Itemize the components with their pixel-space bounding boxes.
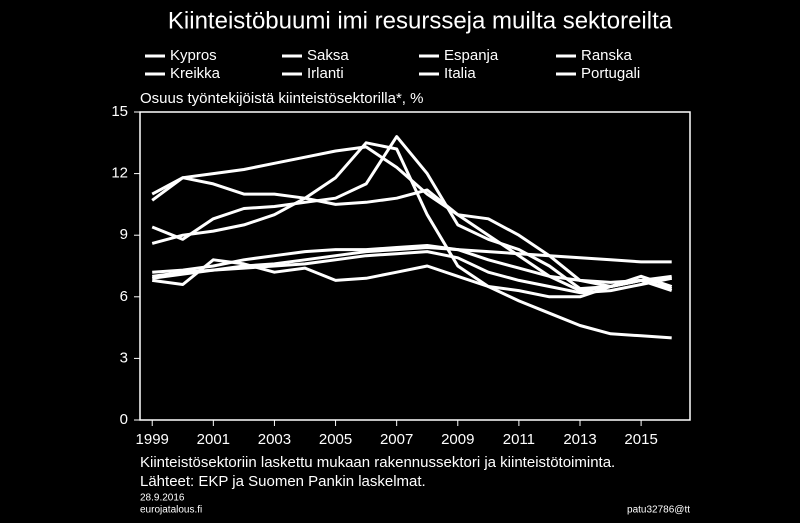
series-line xyxy=(151,145,672,288)
y-tick-label: 0 xyxy=(120,411,128,428)
legend-label: Italia xyxy=(444,65,476,82)
legend-label: Portugali xyxy=(581,65,640,82)
x-tick-label: 1999 xyxy=(136,431,169,448)
note: Kiinteistösektoriin laskettu mukaan rake… xyxy=(140,454,615,471)
note: Lähteet: EKP ja Suomen Pankin laskelmat. xyxy=(140,473,426,490)
series-line xyxy=(152,250,672,295)
date: 28.9.2016 xyxy=(140,493,185,504)
chart-title: Kiinteistöbuumi imi resursseja muilta se… xyxy=(168,7,673,34)
legend-label: Ranska xyxy=(581,47,633,64)
series-line xyxy=(152,258,673,299)
x-tick-label: 2015 xyxy=(624,431,657,448)
x-tick-label: 2009 xyxy=(441,431,474,448)
source: eurojatalous.fi xyxy=(140,505,202,516)
x-tick-label: 2003 xyxy=(258,431,291,448)
legend-label: Espanja xyxy=(444,47,499,64)
y-tick-label: 12 xyxy=(111,165,128,182)
legend-label: Kreikka xyxy=(170,65,221,82)
x-tick-label: 2007 xyxy=(380,431,413,448)
x-tick-label: 2011 xyxy=(503,431,535,448)
series-line xyxy=(151,176,673,293)
x-tick-label: 2001 xyxy=(197,431,230,448)
credit: patu32786@tt xyxy=(627,505,690,516)
x-tick-label: 2013 xyxy=(563,431,596,448)
series-line xyxy=(152,244,672,284)
legend-label: Irlanti xyxy=(307,65,344,82)
plot-frame xyxy=(139,111,691,421)
y-tick-label: 15 xyxy=(111,103,128,120)
legend-label: Kypros xyxy=(170,47,217,64)
y-tick-label: 3 xyxy=(120,349,128,366)
x-tick-label: 2005 xyxy=(319,431,352,448)
series-line xyxy=(151,135,673,291)
y-tick-label: 6 xyxy=(120,288,128,305)
series-line xyxy=(152,246,672,280)
legend-label: Saksa xyxy=(307,47,349,64)
y-axis-label: Osuus työntekijöistä kiinteistösektorill… xyxy=(140,90,423,107)
y-tick-label: 9 xyxy=(120,226,128,243)
series-line xyxy=(151,141,672,340)
